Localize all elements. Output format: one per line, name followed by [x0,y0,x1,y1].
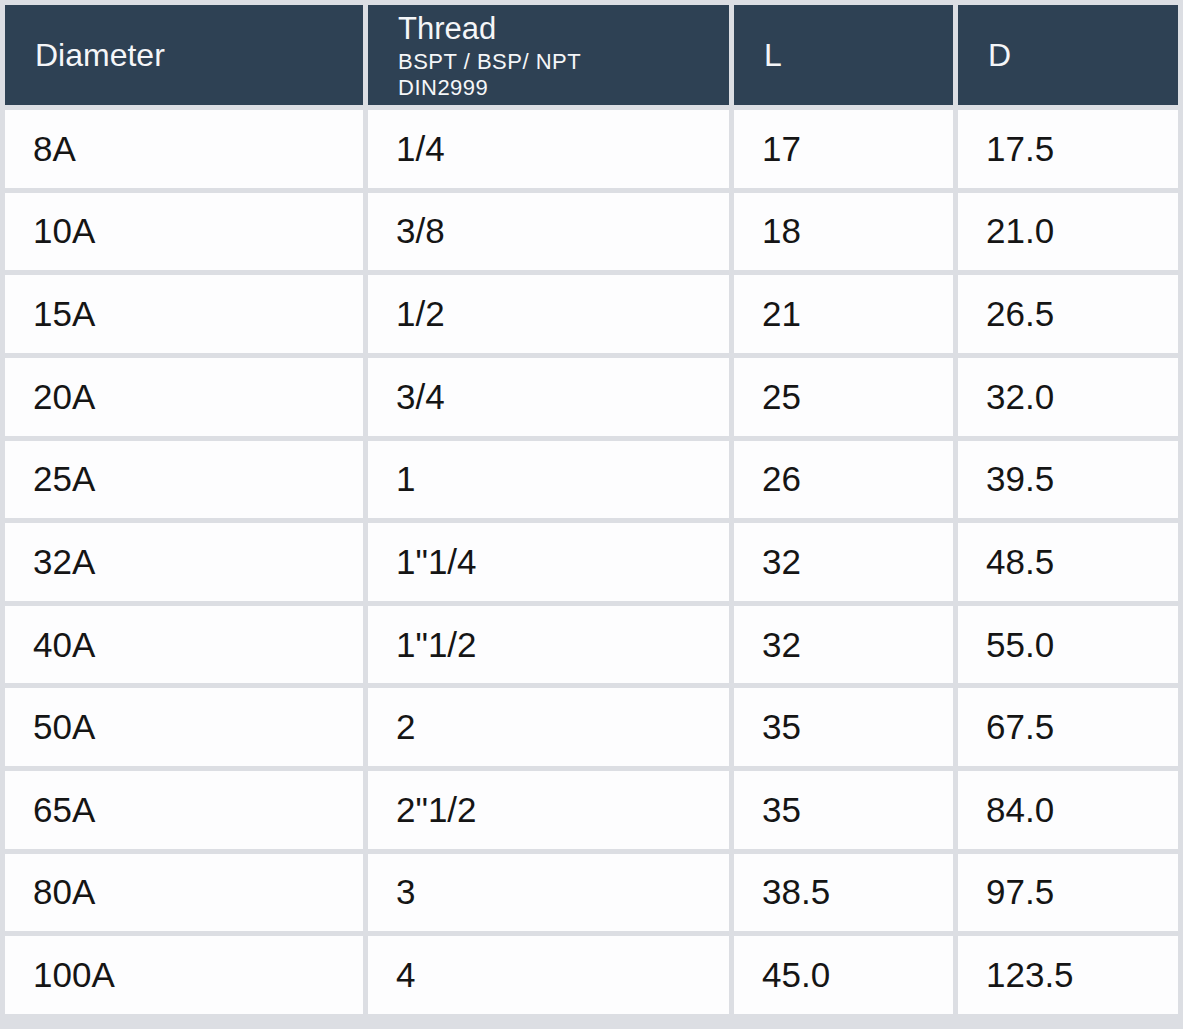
cell-diameter: 8A [5,110,363,188]
cell-d: 55.0 [958,606,1178,684]
col-header-diameter: Diameter [5,5,363,105]
cell-d: 97.5 [958,854,1178,932]
cell-thread: 4 [368,936,729,1014]
cell-d: 32.0 [958,358,1178,436]
table-row: 25A12639.5 [5,441,1178,519]
col-header-thread: Thread BSPT / BSP/ NPT DIN2999 [368,5,729,105]
cell-l: 32 [734,523,953,601]
cell-d: 48.5 [958,523,1178,601]
thread-header-label: Thread [398,9,729,49]
cell-d: 26.5 [958,275,1178,353]
cell-thread: 1/2 [368,275,729,353]
page: { "colors": { "header_bg": "#2e4154", "h… [0,0,1183,1029]
header-row: Diameter Thread BSPT / BSP/ NPT DIN2999 … [5,5,1178,105]
table-body: 8A1/41717.510A3/81821.015A1/22126.520A3/… [5,110,1178,1014]
cell-diameter: 65A [5,771,363,849]
cell-diameter: 32A [5,523,363,601]
cell-diameter: 40A [5,606,363,684]
cell-l: 35 [734,771,953,849]
cell-diameter: 15A [5,275,363,353]
cell-thread: 1 [368,441,729,519]
cell-diameter: 100A [5,936,363,1014]
cell-l: 35 [734,688,953,766]
cell-l: 18 [734,193,953,271]
cell-thread: 1"1/4 [368,523,729,601]
table-row: 10A3/81821.0 [5,193,1178,271]
table-header: Diameter Thread BSPT / BSP/ NPT DIN2999 … [5,5,1178,105]
cell-diameter: 25A [5,441,363,519]
pipe-dimensions-table: Diameter Thread BSPT / BSP/ NPT DIN2999 … [0,0,1183,1019]
cell-d: 39.5 [958,441,1178,519]
thread-header-subline-din: DIN2999 [398,75,729,101]
cell-d: 17.5 [958,110,1178,188]
table-row: 32A1"1/43248.5 [5,523,1178,601]
cell-l: 21 [734,275,953,353]
col-header-d: D [958,5,1178,105]
cell-d: 21.0 [958,193,1178,271]
cell-l: 25 [734,358,953,436]
cell-d: 84.0 [958,771,1178,849]
cell-thread: 2 [368,688,729,766]
cell-l: 45.0 [734,936,953,1014]
cell-thread: 3 [368,854,729,932]
cell-diameter: 80A [5,854,363,932]
cell-thread: 1"1/2 [368,606,729,684]
cell-l: 26 [734,441,953,519]
table-row: 8A1/41717.5 [5,110,1178,188]
cell-l: 32 [734,606,953,684]
cell-d: 123.5 [958,936,1178,1014]
cell-thread: 3/4 [368,358,729,436]
table-row: 50A23567.5 [5,688,1178,766]
cell-diameter: 20A [5,358,363,436]
cell-diameter: 50A [5,688,363,766]
cell-thread: 3/8 [368,193,729,271]
cell-l: 38.5 [734,854,953,932]
cell-diameter: 10A [5,193,363,271]
table-row: 15A1/22126.5 [5,275,1178,353]
cell-l: 17 [734,110,953,188]
cell-thread: 1/4 [368,110,729,188]
table-row: 80A338.597.5 [5,854,1178,932]
table-row: 20A3/42532.0 [5,358,1178,436]
table-row: 100A445.0123.5 [5,936,1178,1014]
col-header-l: L [734,5,953,105]
cell-thread: 2"1/2 [368,771,729,849]
cell-d: 67.5 [958,688,1178,766]
table-row: 40A1"1/23255.0 [5,606,1178,684]
thread-header-subline-standards: BSPT / BSP/ NPT [398,49,729,75]
table-row: 65A2"1/23584.0 [5,771,1178,849]
